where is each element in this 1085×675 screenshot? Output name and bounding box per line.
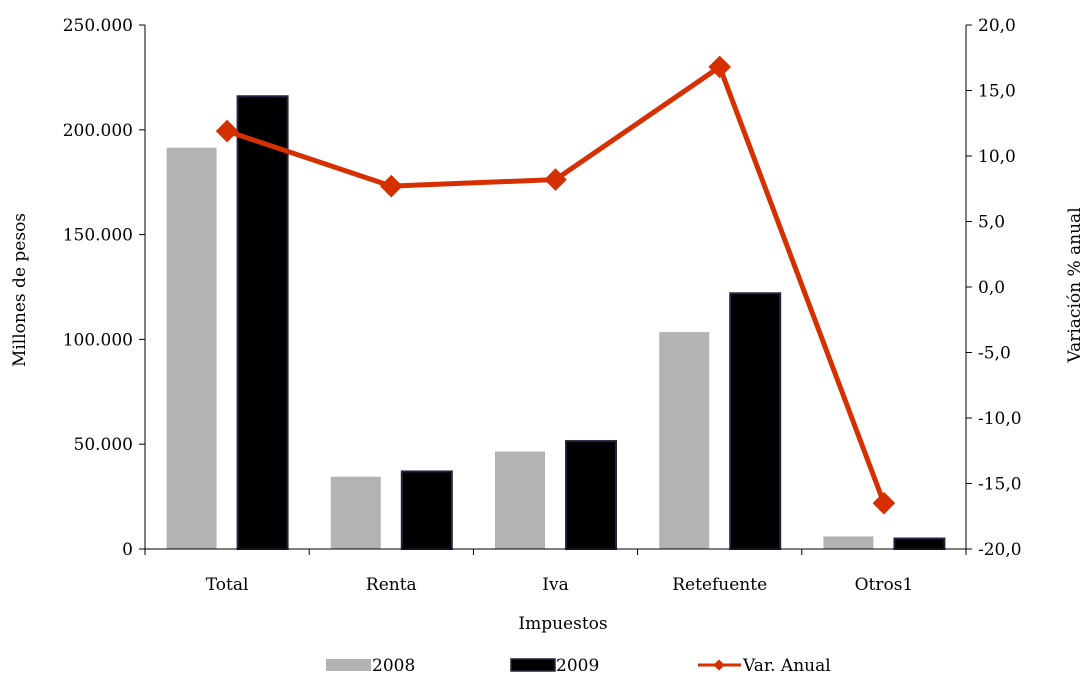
bar-2009-total xyxy=(236,95,289,550)
line-var-anual xyxy=(226,63,887,505)
legend-swatch-2009 xyxy=(510,658,556,672)
y-tick-label: 150.000 xyxy=(63,226,133,246)
bar-2009-otros1 xyxy=(893,537,946,551)
y2-axis-title: Variación % anual xyxy=(1065,207,1085,363)
point-var-anual-renta xyxy=(379,174,403,198)
y-tick-label: 100.000 xyxy=(63,330,133,350)
x-tick-label-retefuente: Retefuente xyxy=(672,575,767,595)
y-tick-label: 200.000 xyxy=(63,121,133,141)
y2-tick-label: -20,0 xyxy=(978,540,1022,560)
y-axis-title: Millones de pesos xyxy=(10,213,30,367)
y-tick-label: 0 xyxy=(122,540,133,560)
bar-2008-iva xyxy=(495,451,545,549)
y2-tick-label: 10,0 xyxy=(978,147,1016,167)
y2-tick-label: -10,0 xyxy=(978,409,1022,429)
y2-tick-label: 15,0 xyxy=(978,82,1016,102)
bar-2008-otros1 xyxy=(823,536,874,549)
y2-tick-label: 20,0 xyxy=(978,16,1016,36)
x-tick-label-total: Total xyxy=(206,575,249,595)
y2-tick-label: 0,0 xyxy=(978,278,1005,298)
legend-label-2009: 2009 xyxy=(556,656,599,675)
axes: 0 50.000 100.000 150.000 200.000 250.000 -20,0… xyxy=(63,16,1022,595)
legend-label-2008: 2008 xyxy=(372,656,415,675)
x-axis-title: Impuestos xyxy=(518,614,607,634)
y-tick-label: 250.000 xyxy=(63,16,133,36)
bar-2008-total xyxy=(166,147,217,549)
bar-2008-retefuente xyxy=(659,332,710,549)
y2-tick-label: 5,0 xyxy=(978,213,1005,233)
bar-2009-iva xyxy=(565,440,617,550)
x-tick-label-iva: Iva xyxy=(542,575,568,595)
bar-2009-renta xyxy=(400,470,453,550)
point-var-anual-otros1 xyxy=(872,491,896,515)
y-tick-label: 50.000 xyxy=(74,435,133,455)
plot-area xyxy=(166,55,946,551)
legend-label-var-anual: Var. Anual xyxy=(742,656,831,675)
x-tick-label-otros1: Otros1 xyxy=(855,575,914,595)
bar-2009-retefuente xyxy=(729,292,782,550)
x-tick-label-renta: Renta xyxy=(366,575,417,595)
bar-2008-renta xyxy=(330,476,381,549)
legend-marker-var-anual xyxy=(713,659,725,671)
legend-swatch-2008 xyxy=(326,659,371,671)
y2-tick-label: -5,0 xyxy=(978,344,1011,364)
point-var-anual-total xyxy=(215,119,239,143)
legend: 2008 2009 Var. Anual xyxy=(326,656,831,675)
y2-tick-label: -15,0 xyxy=(978,475,1022,495)
